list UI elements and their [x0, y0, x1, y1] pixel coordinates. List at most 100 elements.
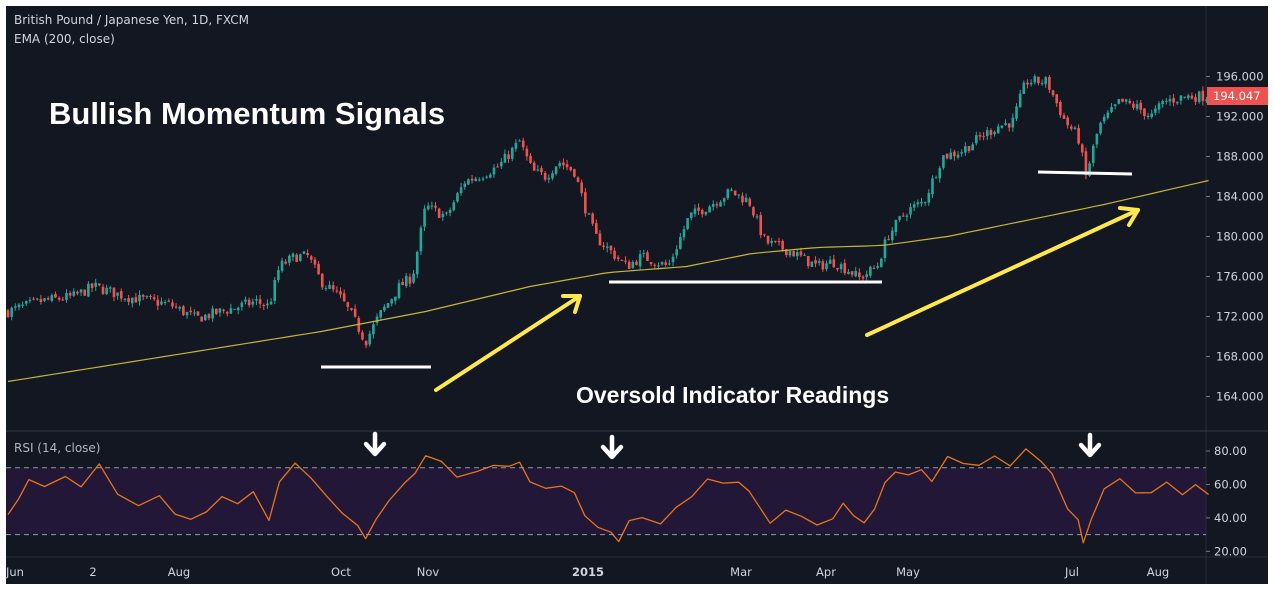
candle-body — [565, 164, 569, 168]
candle-body — [1183, 96, 1186, 98]
candle-body — [222, 309, 225, 311]
candle-body — [671, 256, 675, 263]
rsi-band-fill — [6, 467, 1206, 535]
candle-body — [361, 332, 364, 340]
candle-body — [1172, 98, 1175, 103]
candle-body — [971, 144, 974, 151]
candle-body — [1168, 99, 1172, 102]
candle-body — [467, 179, 470, 185]
candle-body — [65, 293, 68, 301]
candle-body — [627, 261, 631, 269]
candle-body — [1146, 115, 1150, 117]
candle-body — [693, 208, 697, 214]
candle-body — [521, 140, 525, 148]
candle-body — [1113, 104, 1117, 107]
candle-body — [1154, 108, 1157, 113]
candle-body — [956, 154, 960, 158]
candle-body — [854, 271, 858, 277]
candle-body — [163, 302, 167, 304]
candle-body — [156, 299, 160, 306]
candle-body — [1077, 127, 1080, 144]
rsi-tick-label: 80.00 — [1214, 444, 1247, 458]
candle-body — [510, 147, 514, 159]
candle-body — [880, 258, 883, 268]
candle-body — [1073, 127, 1077, 129]
candle-body — [653, 264, 657, 266]
candle-body — [141, 295, 145, 297]
candle-body — [529, 155, 532, 163]
candle-body — [1007, 123, 1011, 128]
candle-body — [887, 239, 890, 241]
candle-body — [277, 270, 280, 281]
candle-body — [569, 166, 573, 171]
candle-body — [138, 294, 141, 302]
candle-body — [1099, 122, 1102, 134]
time-tick-label: Oct — [331, 565, 351, 579]
time-tick-label: May — [896, 565, 920, 579]
candle-body — [814, 260, 817, 264]
candle-body — [558, 162, 562, 167]
candle-body — [1062, 115, 1066, 119]
candle-body — [923, 202, 927, 204]
candle-body — [916, 202, 920, 205]
rsi-tick-label: 40.00 — [1214, 511, 1247, 525]
candle-body — [1139, 102, 1143, 110]
annotation-title: Bullish Momentum Signals — [49, 96, 446, 131]
candle-body — [1157, 103, 1161, 110]
candle-body — [346, 302, 350, 307]
candle-body — [116, 292, 119, 296]
candle-body — [1044, 77, 1048, 85]
candle-body — [1197, 91, 1201, 103]
candle-body — [726, 189, 730, 199]
candle-body — [748, 198, 752, 206]
candle-body — [985, 130, 989, 137]
candle-body — [57, 297, 61, 300]
candle-body — [982, 136, 985, 138]
candle-body — [839, 264, 843, 270]
candle-body — [1033, 76, 1037, 83]
candle-body — [1070, 126, 1073, 129]
candle-body — [975, 135, 978, 144]
candle-body — [967, 146, 971, 151]
candle-body — [580, 182, 583, 194]
candle-body — [576, 177, 580, 182]
price-tick-label: 192.000 — [1216, 110, 1264, 124]
candle-body — [46, 298, 50, 300]
candle-body — [679, 237, 682, 249]
candle-body — [200, 316, 203, 322]
indicator-legend: EMA (200, close) — [14, 32, 115, 46]
candle-body — [525, 148, 529, 157]
candle-body — [112, 287, 116, 298]
candle-body — [152, 297, 156, 300]
candle-body — [547, 177, 551, 180]
candle-body — [350, 308, 353, 310]
candle-body — [394, 296, 397, 301]
candle-body — [858, 272, 861, 278]
candle-body — [682, 229, 686, 238]
price-tick-label: 172.000 — [1216, 310, 1264, 324]
candle-body — [708, 206, 711, 213]
candle-body — [777, 241, 781, 243]
candle-body — [744, 197, 748, 203]
candle-body — [799, 251, 803, 256]
candle-body — [14, 306, 17, 308]
candle-body — [843, 263, 847, 274]
candle-body — [1048, 76, 1051, 90]
candle-body — [551, 173, 554, 179]
candle-body — [174, 306, 178, 308]
candle-body — [624, 260, 627, 262]
candle-body — [35, 298, 39, 300]
candle-body — [119, 291, 123, 299]
candle-body — [185, 311, 189, 316]
candle-body — [211, 308, 214, 319]
candle-body — [631, 262, 635, 268]
candle-body — [1205, 99, 1208, 102]
candle-body — [540, 168, 543, 173]
rsi-legend: RSI (14, close) — [14, 441, 101, 455]
candle-body — [602, 245, 605, 247]
candle-body — [953, 151, 956, 157]
candle-body — [1051, 90, 1055, 96]
candle-body — [883, 239, 887, 259]
candle-body — [942, 155, 945, 168]
